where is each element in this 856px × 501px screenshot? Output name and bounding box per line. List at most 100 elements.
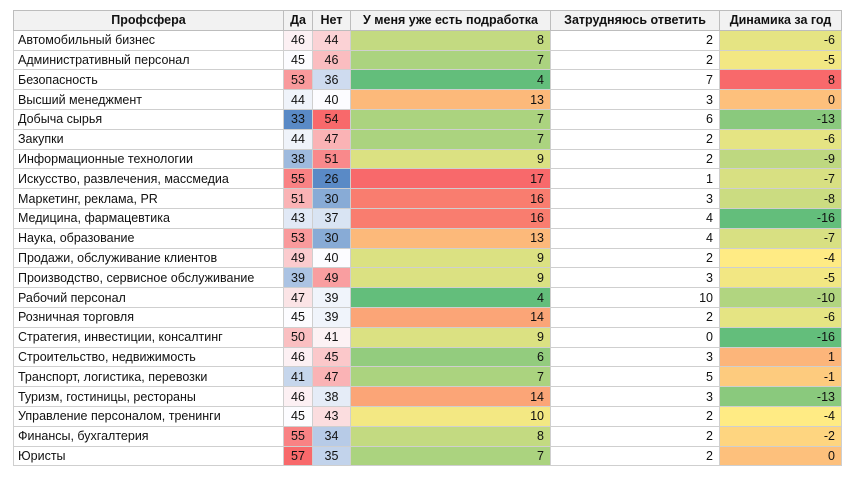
unsure-value: 2: [550, 306, 720, 328]
dynamics-value: -5: [719, 49, 842, 71]
yes-value: 44: [283, 89, 313, 110]
yes-value: 46: [283, 346, 313, 368]
unsure-value: 3: [550, 267, 720, 289]
unsure-value: 0: [550, 326, 720, 348]
yes-value: 51: [283, 188, 313, 209]
table-row: Розничная торговля 45 39 14 2 -6: [13, 306, 842, 328]
no-value: 54: [312, 108, 351, 130]
dynamics-value: -10: [719, 287, 842, 308]
yes-value: 44: [283, 128, 313, 150]
unsure-value: 10: [550, 287, 720, 308]
unsure-value: 2: [550, 425, 720, 447]
table-row: Административный персонал 45 46 7 2 -5: [13, 49, 842, 71]
dynamics-value: -4: [719, 405, 842, 427]
table-row: Маркетинг, реклама, PR 51 30 16 3 -8: [13, 188, 842, 209]
yes-value: 45: [283, 49, 313, 71]
unsure-value: 2: [550, 445, 720, 467]
unsure-value: 2: [550, 128, 720, 150]
side-job-value: 13: [350, 227, 551, 249]
side-job-value: 9: [350, 247, 551, 269]
yes-value: 33: [283, 108, 313, 130]
profession-name: Стратегия, инвестиции, консалтинг: [13, 326, 284, 348]
header-unsure: Затрудняюсь ответить: [550, 10, 720, 31]
dynamics-value: -16: [719, 207, 842, 229]
unsure-value: 2: [550, 29, 720, 51]
table-row: Автомобильный бизнес 46 44 8 2 -6: [13, 29, 842, 51]
profession-name: Юристы: [13, 445, 284, 467]
side-job-value: 7: [350, 128, 551, 150]
side-job-value: 10: [350, 405, 551, 427]
side-job-value: 8: [350, 29, 551, 51]
unsure-value: 4: [550, 207, 720, 229]
profession-name: Безопасность: [13, 69, 284, 91]
side-job-value: 13: [350, 89, 551, 110]
dynamics-value: -6: [719, 29, 842, 51]
no-value: 40: [312, 247, 351, 269]
profession-name: Продажи, обслуживание клиентов: [13, 247, 284, 269]
profession-name: Маркетинг, реклама, PR: [13, 188, 284, 209]
no-value: 46: [312, 49, 351, 71]
unsure-value: 2: [550, 49, 720, 71]
profession-name: Искусство, развлечения, массмедиа: [13, 168, 284, 190]
no-value: 41: [312, 326, 351, 348]
no-value: 44: [312, 29, 351, 51]
table-row: Финансы, бухгалтерия 55 34 8 2 -2: [13, 425, 842, 447]
side-job-value: 6: [350, 346, 551, 368]
profession-name: Транспорт, логистика, перевозки: [13, 366, 284, 388]
table-row: Безопасность 53 36 4 7 8: [13, 69, 842, 91]
header-no: Нет: [312, 10, 351, 31]
unsure-value: 7: [550, 69, 720, 91]
no-value: 38: [312, 386, 351, 407]
profession-table: Профсфера Да Нет У меня уже есть подрабо…: [13, 10, 842, 467]
profession-name: Медицина, фармацевтика: [13, 207, 284, 229]
header-profession: Профсфера: [13, 10, 284, 31]
table-row: Высший менеджмент 44 40 13 3 0: [13, 89, 842, 110]
profession-name: Административный персонал: [13, 49, 284, 71]
table-row: Юристы 57 35 7 2 0: [13, 445, 842, 467]
table-row: Искусство, развлечения, массмедиа 55 26 17 1…: [13, 168, 842, 190]
yes-value: 47: [283, 287, 313, 308]
side-job-value: 4: [350, 287, 551, 308]
unsure-value: 4: [550, 227, 720, 249]
profession-name: Закупки: [13, 128, 284, 150]
profession-name: Рабочий персонал: [13, 287, 284, 308]
side-job-value: 8: [350, 425, 551, 447]
dynamics-value: -4: [719, 247, 842, 269]
yes-value: 57: [283, 445, 313, 467]
side-job-value: 4: [350, 69, 551, 91]
side-job-value: 9: [350, 148, 551, 170]
no-value: 37: [312, 207, 351, 229]
profession-name: Туризм, гостиницы, рестораны: [13, 386, 284, 407]
dynamics-value: 0: [719, 445, 842, 467]
yes-value: 43: [283, 207, 313, 229]
unsure-value: 3: [550, 386, 720, 407]
header-side-job: У меня уже есть подработка: [350, 10, 551, 31]
yes-value: 50: [283, 326, 313, 348]
no-value: 35: [312, 445, 351, 467]
dynamics-value: -2: [719, 425, 842, 447]
profession-name: Розничная торговля: [13, 306, 284, 328]
yes-value: 55: [283, 168, 313, 190]
side-job-value: 9: [350, 267, 551, 289]
no-value: 40: [312, 89, 351, 110]
yes-value: 46: [283, 386, 313, 407]
header-dynamics: Динамика за год: [719, 10, 842, 31]
no-value: 26: [312, 168, 351, 190]
table-row: Строительство, недвижимость 46 45 6 3 1: [13, 346, 842, 368]
yes-value: 41: [283, 366, 313, 388]
table-row: Рабочий персонал 47 39 4 10 -10: [13, 287, 842, 308]
no-value: 47: [312, 366, 351, 388]
yes-value: 49: [283, 247, 313, 269]
table-row: Медицина, фармацевтика 43 37 16 4 -16: [13, 207, 842, 229]
side-job-value: 14: [350, 386, 551, 407]
dynamics-value: 8: [719, 69, 842, 91]
side-job-value: 7: [350, 108, 551, 130]
unsure-value: 3: [550, 89, 720, 110]
unsure-value: 2: [550, 405, 720, 427]
profession-name: Управление персоналом, тренинги: [13, 405, 284, 427]
dynamics-value: -7: [719, 227, 842, 249]
no-value: 49: [312, 267, 351, 289]
table-row: Добыча сырья 33 54 7 6 -13: [13, 108, 842, 130]
side-job-value: 7: [350, 445, 551, 467]
unsure-value: 5: [550, 366, 720, 388]
